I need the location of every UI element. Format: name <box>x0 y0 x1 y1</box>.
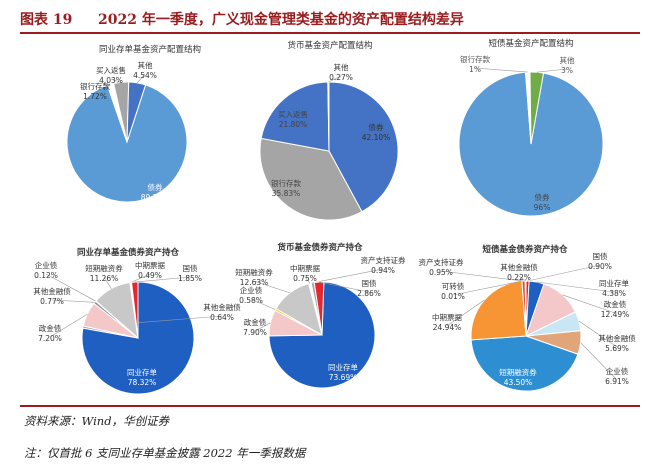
figure-header: 图表 19 2022 年一季度，广义现金管理类基金的资产配置结构差异 <box>20 6 640 34</box>
mmf-bond-holdings-label-4: 中期票据 0.75% <box>290 263 320 283</box>
short-bond-holdings-leader-4 <box>580 342 618 381</box>
short-bond-holdings-label-8: 资产支持证券 0.95% <box>419 257 464 277</box>
short-bond-asset-slice-0 <box>458 71 604 217</box>
mmf-bond-holdings-label-5: 资产支持证券 0.94% <box>361 255 406 275</box>
short-bond-asset-leader-2 <box>536 68 568 73</box>
mmf-bond-holdings-label-1: 政金债 7.90% <box>243 317 267 337</box>
mmf-bond-holdings-leader-6 <box>319 281 370 293</box>
ncd-asset-leader-2 <box>110 78 122 83</box>
source-note: 资料来源：Wind，华创证券 <box>24 414 170 428</box>
short-bond-asset-title: 短债基金资产配置结构 <box>488 38 573 49</box>
short-bond-asset-label-0: 债券 96% <box>534 192 551 212</box>
ncd-asset-leader-1 <box>94 84 111 96</box>
short-bond-holdings-leader-1 <box>536 281 615 293</box>
mmf-bond-holdings-label-6: 国债 2.86% <box>357 278 381 298</box>
mmf-asset-label-3: 其他 0.27% <box>329 62 353 82</box>
mmf-asset-label-2: 买入返售 21.80% <box>278 109 308 129</box>
mmf-asset-title: 货币基金资产配置结构 <box>287 40 372 51</box>
mmf-bond-holdings-label-0: 同业存单 73.69% <box>328 362 358 382</box>
ncd-bond-holdings-leader-4 <box>45 273 96 302</box>
short-bond-holdings-label-7: 可转债 0.01% <box>441 281 465 301</box>
short-bond-holdings-label-4: 企业债 6.91% <box>605 366 629 386</box>
short-bond-asset-label-2: 其他 3% <box>560 55 575 75</box>
ncd-bond-holdings-label-0: 同业存单 78.32% <box>127 367 157 387</box>
short-bond-holdings-leader-2 <box>562 294 616 314</box>
mmf-bond-holdings-leader-4 <box>304 276 311 284</box>
ncd-asset-label-2: 买入返售 4.03% <box>96 65 126 85</box>
mmf-bond-holdings-leader-3 <box>253 280 290 294</box>
short-bond-holdings-label-6: 中期票据 24.94% <box>432 312 462 332</box>
short-bond-holdings-leader-3 <box>578 320 618 348</box>
mmf-asset-label-1: 银行存款 35.83% <box>271 178 301 198</box>
short-bond-asset-slice-2 <box>529 71 545 145</box>
short-bond-holdings-label-1: 同业存单 4.38% <box>599 278 629 298</box>
ncd-bond-holdings-label-7: 国债 1.85% <box>178 263 202 283</box>
short-bond-holdings-leader-7 <box>452 280 522 296</box>
footer-divider <box>20 405 640 407</box>
ncd-bond-holdings-label-4: 企业债 0.12% <box>34 260 58 280</box>
short-bond-holdings-leader-0 <box>527 264 601 282</box>
ncd-asset-label-1: 银行存款 1.72% <box>80 81 110 101</box>
ncd-bond-holdings-leader-5 <box>103 276 112 289</box>
mmf-bond-holdings-label-2: 企业债 0.58% <box>239 285 263 305</box>
ncd-asset-leader-3 <box>136 73 146 84</box>
short-bond-holdings-label-0: 国债 0.90% <box>588 251 612 271</box>
ncd-bond-holdings-title: 同业存单基金债券资产持仓 <box>77 247 180 258</box>
ncd-bond-holdings-leader-2 <box>49 313 88 338</box>
ncd-bond-holdings-leader-3 <box>51 299 95 303</box>
ncd-asset-title: 同业存单基金资产配置结构 <box>99 44 201 55</box>
mmf-bond-holdings-title: 货币基金债券资产持仓 <box>276 242 363 253</box>
ncd-bond-holdings-label-2: 政金债 7.20% <box>38 323 62 343</box>
short-bond-holdings-leader-6 <box>446 299 485 327</box>
ncd-asset-label-0: 债券 89.71% <box>141 182 170 202</box>
short-bond-asset-leader-1 <box>474 67 528 73</box>
ncd-bond-holdings-label-3: 其他金融债 0.77% <box>33 286 71 306</box>
ncd-asset-slice-0 <box>66 84 188 203</box>
ncd-bond-holdings-leader-7 <box>134 276 191 283</box>
figure-title: 2022 年一季度，广义现金管理类基金的资产配置结构差异 <box>98 12 464 28</box>
mmf-bond-holdings-slice-6 <box>313 281 325 336</box>
ncd-bond-holdings-label-6: 中期票据 0.49% <box>135 260 165 280</box>
short-bond-holdings-leader-9 <box>518 275 526 282</box>
short-bond-holdings-label-5: 短期融资券 43.50% <box>499 367 537 387</box>
mmf-bond-holdings-label-3: 短期融资券 12.63% <box>235 267 273 287</box>
short-bond-holdings-label-9: 其他金融债 0.22% <box>500 262 538 282</box>
ncd-asset-label-3: 其他 4.54% <box>133 60 157 80</box>
mmf-asset-leader-3 <box>328 75 342 83</box>
mmf-asset-slice-0 <box>328 81 399 213</box>
short-bond-holdings-title: 短债基金债券资产持仓 <box>482 244 568 255</box>
figure-label: 图表 19 <box>20 12 73 28</box>
mmf-bond-holdings-leader-5 <box>312 268 384 284</box>
short-bond-holdings-slice-5 <box>470 335 579 392</box>
short-bond-holdings-label-3: 其他金融债 5.69% <box>598 333 636 353</box>
mmf-bond-holdings-leader-1 <box>254 322 271 332</box>
mmf-asset-slice-1 <box>259 137 363 221</box>
remark-note: 注：仅首批 6 支同业存单基金披露 2022 年一季报数据 <box>24 446 306 460</box>
short-bond-holdings-label-2: 政金债 12.49% <box>601 299 630 319</box>
ncd-bond-holdings-label-5: 短期融资券 11.26% <box>85 263 123 283</box>
ncd-bond-holdings-label-1: 其他金融债 0.64% <box>203 302 241 322</box>
mmf-bond-holdings-slice-0 <box>268 281 376 389</box>
short-bond-holdings-leader-8 <box>440 270 524 282</box>
mmf-asset-slice-2 <box>260 81 330 152</box>
mmf-asset-label-0: 债券 42.10% <box>362 122 391 142</box>
ncd-bond-holdings-leader-6 <box>130 273 151 283</box>
mmf-bond-holdings-leader-2 <box>250 298 276 310</box>
short-bond-asset-label-1: 银行存款 1% <box>460 54 490 74</box>
